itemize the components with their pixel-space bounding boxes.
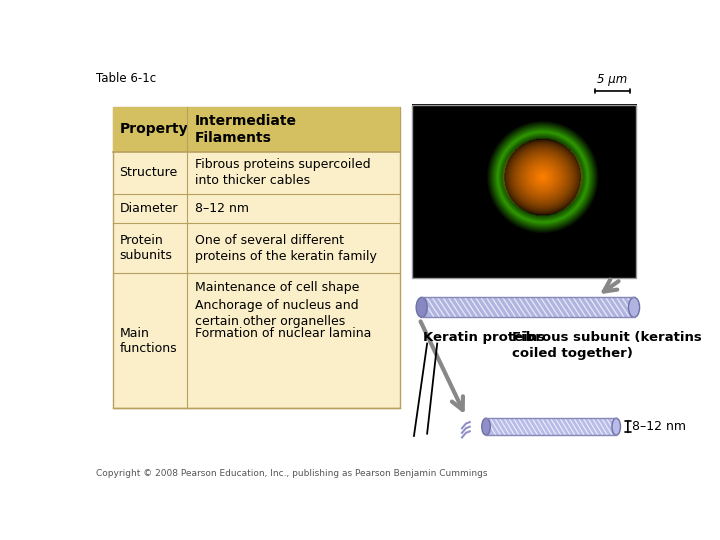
Text: Table 6-1c: Table 6-1c <box>96 72 156 85</box>
Text: Fibrous subunit (keratins
coiled together): Fibrous subunit (keratins coiled togethe… <box>513 331 702 360</box>
Text: Property: Property <box>120 123 188 137</box>
Text: 8–12 nm: 8–12 nm <box>631 420 685 433</box>
Ellipse shape <box>629 298 639 318</box>
Text: Intermediate
Filaments: Intermediate Filaments <box>194 114 297 145</box>
Bar <box>412 105 636 278</box>
Ellipse shape <box>416 298 427 318</box>
FancyBboxPatch shape <box>486 418 616 435</box>
Text: Formation of nuclear lamina: Formation of nuclear lamina <box>194 327 371 340</box>
Bar <box>113 107 400 152</box>
Bar <box>113 107 400 408</box>
Text: Keratin proteins: Keratin proteins <box>423 331 545 344</box>
Text: Fibrous proteins supercoiled
into thicker cables: Fibrous proteins supercoiled into thicke… <box>194 158 370 187</box>
FancyBboxPatch shape <box>422 298 634 318</box>
Text: Main
functions: Main functions <box>120 327 177 355</box>
Text: Diameter: Diameter <box>120 202 178 215</box>
Text: Copyright © 2008 Pearson Education, Inc., publishing as Pearson Benjamin Cumming: Copyright © 2008 Pearson Education, Inc.… <box>96 469 487 478</box>
Text: One of several different
proteins of the keratin family: One of several different proteins of the… <box>194 234 377 263</box>
Text: 5 μm: 5 μm <box>597 73 627 86</box>
Ellipse shape <box>482 418 490 435</box>
Text: Anchorage of nucleus and
certain other organelles: Anchorage of nucleus and certain other o… <box>194 299 359 328</box>
Text: Structure: Structure <box>120 166 178 179</box>
Text: Protein
subunits: Protein subunits <box>120 234 172 262</box>
Ellipse shape <box>612 418 621 435</box>
Text: Maintenance of cell shape: Maintenance of cell shape <box>194 281 359 294</box>
Text: 8–12 nm: 8–12 nm <box>194 202 248 215</box>
